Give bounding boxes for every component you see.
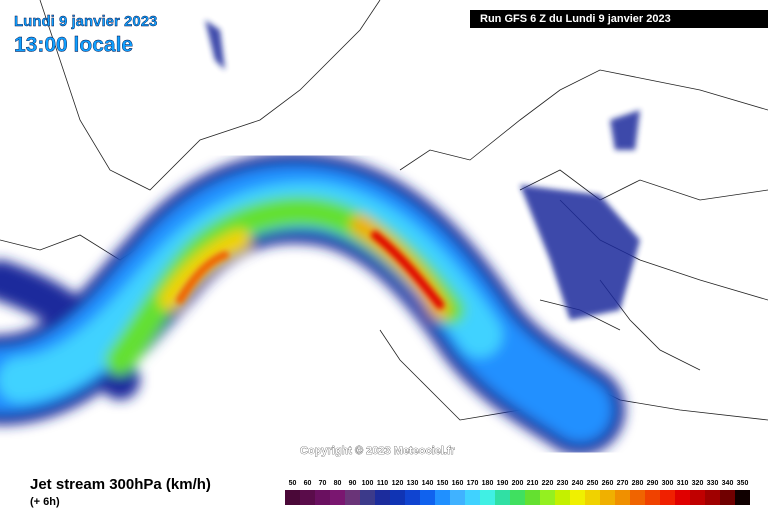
scale-swatch [540,490,555,505]
scale-label: 350 [737,480,749,487]
scale-label: 330 [707,480,719,487]
scale-swatch [600,490,615,505]
scale-label: 230 [557,480,569,487]
scale-swatch [645,490,660,505]
scale-swatch [360,490,375,505]
scale-swatch [285,490,300,505]
scale-swatch [315,490,330,505]
scale-swatch [585,490,600,505]
scale-label: 220 [542,480,554,487]
scale-swatch [615,490,630,505]
color-scale: 50 60 70 80 90 100 110 120 130 140 150 160 170 180 190… [285,480,750,505]
scale-label: 60 [304,480,312,487]
scale-label: 210 [527,480,539,487]
scale-swatch [675,490,690,505]
scale-swatch [465,490,480,505]
scale-swatch [510,490,525,505]
scale-label: 190 [497,480,509,487]
scale-label: 240 [572,480,584,487]
scale-swatch [300,490,315,505]
scale-label: 250 [587,480,599,487]
copyright: Copyright © 2023 Meteociel.fr [300,445,456,457]
scale-swatch [630,490,645,505]
scale-label: 110 [377,480,388,487]
footer-lead: (+ 6h) [30,496,60,508]
scale-swatch [375,490,390,505]
scale-label: 290 [647,480,659,487]
scale-label: 320 [692,480,704,487]
run-box [470,10,768,28]
date-label: Lundi 9 janvier 2023 [14,13,157,30]
scale-swatch [570,490,585,505]
scale-swatch [660,490,675,505]
scale-label: 70 [319,480,327,487]
scale-swatch [390,490,405,505]
scale-label: 100 [362,480,374,487]
scale-swatch [690,490,705,505]
scale-label: 50 [289,480,297,487]
scale-swatch [420,490,435,505]
scale-label: 160 [452,480,464,487]
time-label: 13:00 locale [14,34,133,57]
scale-swatch [345,490,360,505]
scale-swatch [720,490,735,505]
scale-label: 170 [467,480,479,487]
scale-label: 150 [437,480,449,487]
scale-swatch [330,490,345,505]
scale-label: 280 [632,480,644,487]
scale-swatch [525,490,540,505]
run-label: Run GFS 6 Z du Lundi 9 janvier 2023 [480,13,671,25]
footer-title: Jet stream 300hPa (km/h) [30,476,211,493]
scale-label: 300 [662,480,674,487]
scale-swatch [480,490,495,505]
scale-label: 310 [677,480,689,487]
scale-label: 270 [617,480,629,487]
scale-label: 180 [482,480,494,487]
scale-swatch [405,490,420,505]
scale-swatch [555,490,570,505]
scale-swatch [495,490,510,505]
scale-label: 120 [392,480,404,487]
jet-core [176,231,444,309]
scale-label: 80 [334,480,342,487]
scale-swatch [705,490,720,505]
scale-swatch [435,490,450,505]
scale-label: 130 [407,480,419,487]
jet-stream [0,153,625,455]
scale-label: 200 [512,480,524,487]
scale-label: 90 [349,480,357,487]
scale-swatch [450,490,465,505]
scale-label: 140 [422,480,434,487]
scale-label: 340 [722,480,734,487]
scale-swatch [735,490,750,505]
wind-patches [205,20,640,320]
scale-label: 260 [602,480,614,487]
